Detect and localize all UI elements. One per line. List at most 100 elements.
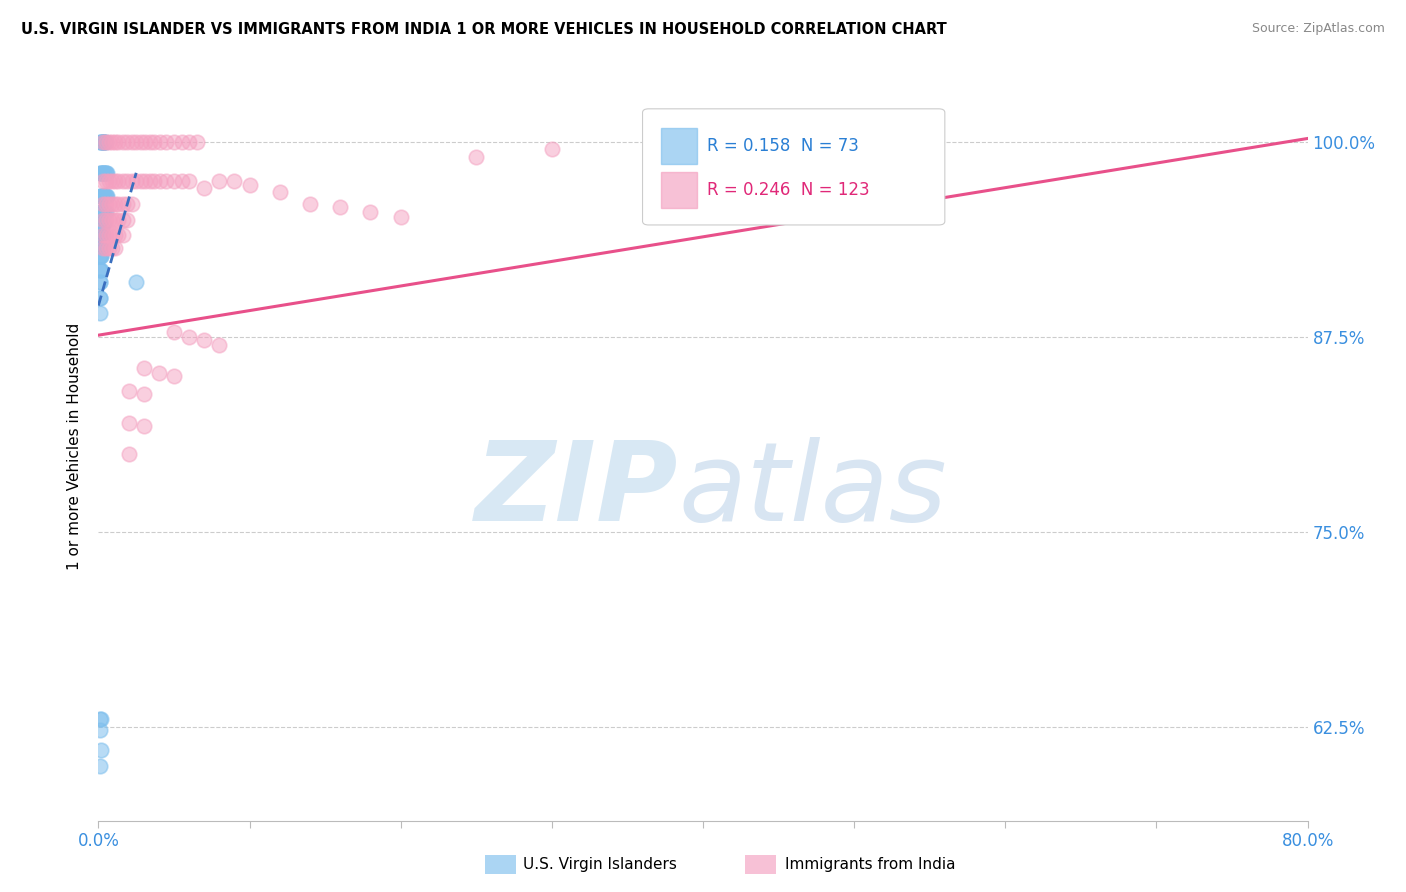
Point [125,135,148,149]
Point [170,135,193,149]
Point [149,173,172,188]
Point [179,329,201,343]
Point [90,166,112,180]
Point [111,173,134,188]
Point [89,723,111,737]
Point [179,173,201,188]
Point [90,166,112,180]
Point [94,205,117,219]
Point [89,759,111,773]
Point [163,368,186,383]
Point [134,173,156,188]
Point [149,135,172,149]
Point [125,173,148,188]
Point [93,205,115,219]
Point [98,241,121,255]
Point [89,239,111,253]
Point [90,205,112,219]
Point [98,197,121,211]
Point [91,197,114,211]
Point [360,205,382,219]
Text: R = 0.158  N = 73: R = 0.158 N = 73 [707,136,859,154]
Point [94,135,117,149]
Point [101,197,124,211]
Text: ZIP: ZIP [475,437,679,544]
Text: U.S. Virgin Islanders: U.S. Virgin Islanders [523,857,676,871]
Point [129,173,152,188]
Point [91,216,114,230]
Point [89,275,111,289]
Point [163,173,186,188]
Point [208,337,231,351]
Point [91,228,114,243]
FancyBboxPatch shape [643,109,945,225]
Point [93,135,115,149]
Point [89,228,111,243]
Point [239,178,262,193]
Point [91,216,114,230]
Point [89,216,111,230]
Point [90,135,112,149]
Point [163,325,186,339]
Point [132,418,155,433]
Point [89,166,111,180]
Bar [661,172,697,208]
Point [90,239,112,253]
Point [94,173,117,188]
Point [208,173,231,188]
Point [96,166,118,180]
Point [91,135,114,149]
Point [115,135,138,149]
Point [93,166,115,180]
Point [89,262,111,277]
Point [94,189,117,203]
Point [111,212,134,227]
Point [101,228,124,243]
Point [89,262,111,277]
Text: Source: ZipAtlas.com: Source: ZipAtlas.com [1251,22,1385,36]
Point [90,262,112,277]
Point [90,135,112,149]
Point [89,275,111,289]
Point [89,205,111,219]
Point [115,173,138,188]
Point [89,248,111,262]
Point [143,135,166,149]
Point [121,173,143,188]
Point [465,150,488,164]
Point [107,135,129,149]
Point [91,228,114,243]
Point [224,173,246,188]
Point [329,200,352,214]
Point [269,185,291,199]
Point [104,228,127,243]
Point [98,228,121,243]
Point [94,166,117,180]
Point [107,197,129,211]
Point [179,135,201,149]
Point [118,447,141,461]
Point [101,212,124,227]
Point [89,248,111,262]
Point [139,173,162,188]
Point [107,228,129,243]
Point [91,166,114,180]
Point [90,189,112,203]
Point [155,173,177,188]
Point [89,712,111,726]
Point [104,241,127,255]
Point [139,135,162,149]
Point [98,135,121,149]
Point [115,212,138,227]
Point [91,205,114,219]
Text: Immigrants from India: Immigrants from India [785,857,955,871]
Point [299,197,322,211]
Point [193,333,215,347]
Point [90,216,112,230]
Point [90,248,112,262]
Bar [661,128,697,163]
Point [94,166,117,180]
Point [96,189,118,203]
Point [107,173,129,188]
Text: U.S. VIRGIN ISLANDER VS IMMIGRANTS FROM INDIA 1 OR MORE VEHICLES IN HOUSEHOLD CO: U.S. VIRGIN ISLANDER VS IMMIGRANTS FROM … [21,22,946,37]
